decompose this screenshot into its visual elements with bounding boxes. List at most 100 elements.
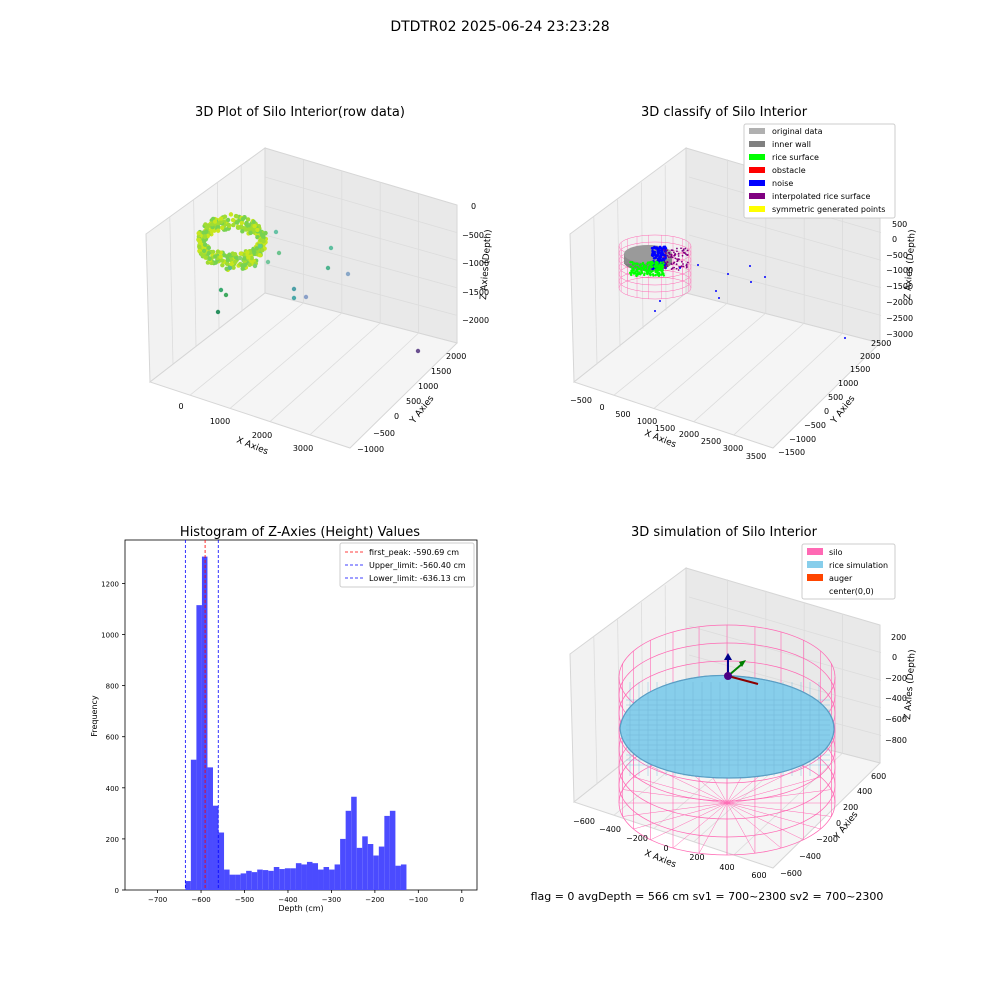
histogram-bar [362,836,368,890]
rice-surface-point [631,267,634,271]
rice-simulation-surface [619,674,835,779]
legend-obstacle-label: obstacle [772,166,806,175]
raw-point [233,213,239,219]
raw-point [244,222,249,227]
interpolated-point [680,247,682,250]
svg-text:−200: −200 [626,834,648,843]
raw-point [246,255,251,260]
histogram-bars [185,556,407,890]
interpolated-point [670,253,673,256]
histogram-bar [190,759,197,890]
classify-legend: original data inner wall rice surface ob… [743,123,896,219]
svg-text:0: 0 [394,412,399,421]
interpolated-point [667,252,670,254]
svg-text:−500: −500 [462,231,484,240]
simulation-legend: silo rice simulation auger center(0,0) [801,543,896,600]
raw-point [207,256,212,261]
rice-surface-point [662,272,665,275]
raw-point [252,223,257,229]
interpolated-point [671,256,674,259]
rice-surface-point [657,265,661,269]
raw-point [234,220,240,225]
raw-point [223,227,229,232]
raw-outlier-point [291,295,297,301]
noise-point [656,251,660,255]
noise-point [697,264,699,266]
svg-text:400: 400 [719,863,734,872]
histogram-bar [212,805,219,890]
silo-floor-spoke [726,776,821,804]
interpolated-point [666,249,669,252]
raw-point [212,219,218,224]
interpolated-point [684,247,687,250]
svg-text:200: 200 [891,633,906,642]
interpolated-point [676,259,679,262]
raw-outlier-point [276,250,282,256]
rice-surface-point [662,274,666,277]
raw-point [231,265,236,270]
svg-text:2500: 2500 [701,437,721,446]
svg-text:0: 0 [824,407,829,416]
noise-point [715,290,717,292]
raw-point [201,248,207,254]
silo-floor-spoke [633,802,728,830]
raw-plot-y-ticks: −1000 −500 0 500 1000 1500 2000 [357,352,466,454]
raw-point [229,261,234,267]
y-tick-label: 400 [106,785,119,793]
histogram-bar [273,867,280,890]
svg-text:−800: −800 [885,736,907,745]
raw-point [255,227,260,233]
histogram-bar [185,881,191,890]
x-tick-label: −600 [191,896,210,904]
raw-point [219,219,224,224]
svg-text:400: 400 [857,787,872,796]
interpolated-point [681,254,684,257]
raw-point [222,214,228,219]
svg-text:500: 500 [615,410,630,419]
interpolated-point [676,250,678,253]
raw-outlier-point [328,245,334,251]
classify-plot-points [618,234,846,339]
raw-point [232,252,238,257]
legend-swatch-noise [749,180,765,186]
silo-floor-spoke [726,766,804,804]
noise-point [650,246,654,250]
histogram-bar [262,870,269,890]
interpolated-point [664,251,667,254]
svg-text:1000: 1000 [210,417,230,426]
interpolated-point [666,261,669,263]
interpolated-point [670,263,673,266]
silo-floor-spoke [650,766,728,804]
svg-text:2000: 2000 [860,352,880,361]
raw-outlier-point [257,243,263,249]
y-tick-label: 200 [106,836,119,844]
rice-surface-point [631,263,635,266]
raw-outlier-point [265,259,271,265]
svg-text:−2000: −2000 [462,316,489,325]
interpolated-point [666,254,669,257]
rice-surface-point [639,268,643,271]
rice-surface-point [660,269,664,273]
silo-floor-spoke [726,802,804,840]
raw-outlier-point [325,265,331,271]
svg-text:−500: −500 [570,396,592,405]
raw-outlier-point [273,229,279,235]
raw-point [257,252,263,258]
raw-outlier-point [215,309,221,315]
svg-text:−1000: −1000 [462,259,489,268]
svg-text:−3000: −3000 [886,330,913,339]
raw-plot-x-ticks: 0 1000 2000 3000 [178,402,313,453]
raw-point [225,257,231,263]
histogram-bar [290,868,296,890]
svg-text:−500: −500 [373,429,395,438]
raw-point [196,237,202,242]
raw-point [200,253,206,258]
legend-swatch-interpolated [749,193,765,199]
histogram-x-label: Depth (cm) [278,904,323,913]
silo-floor-spoke [633,776,728,804]
noise-point [718,297,720,299]
svg-text:0: 0 [892,653,897,662]
rice-surface-point [629,261,632,264]
noise-point [657,254,660,257]
silo-floor-spoke [698,802,728,854]
